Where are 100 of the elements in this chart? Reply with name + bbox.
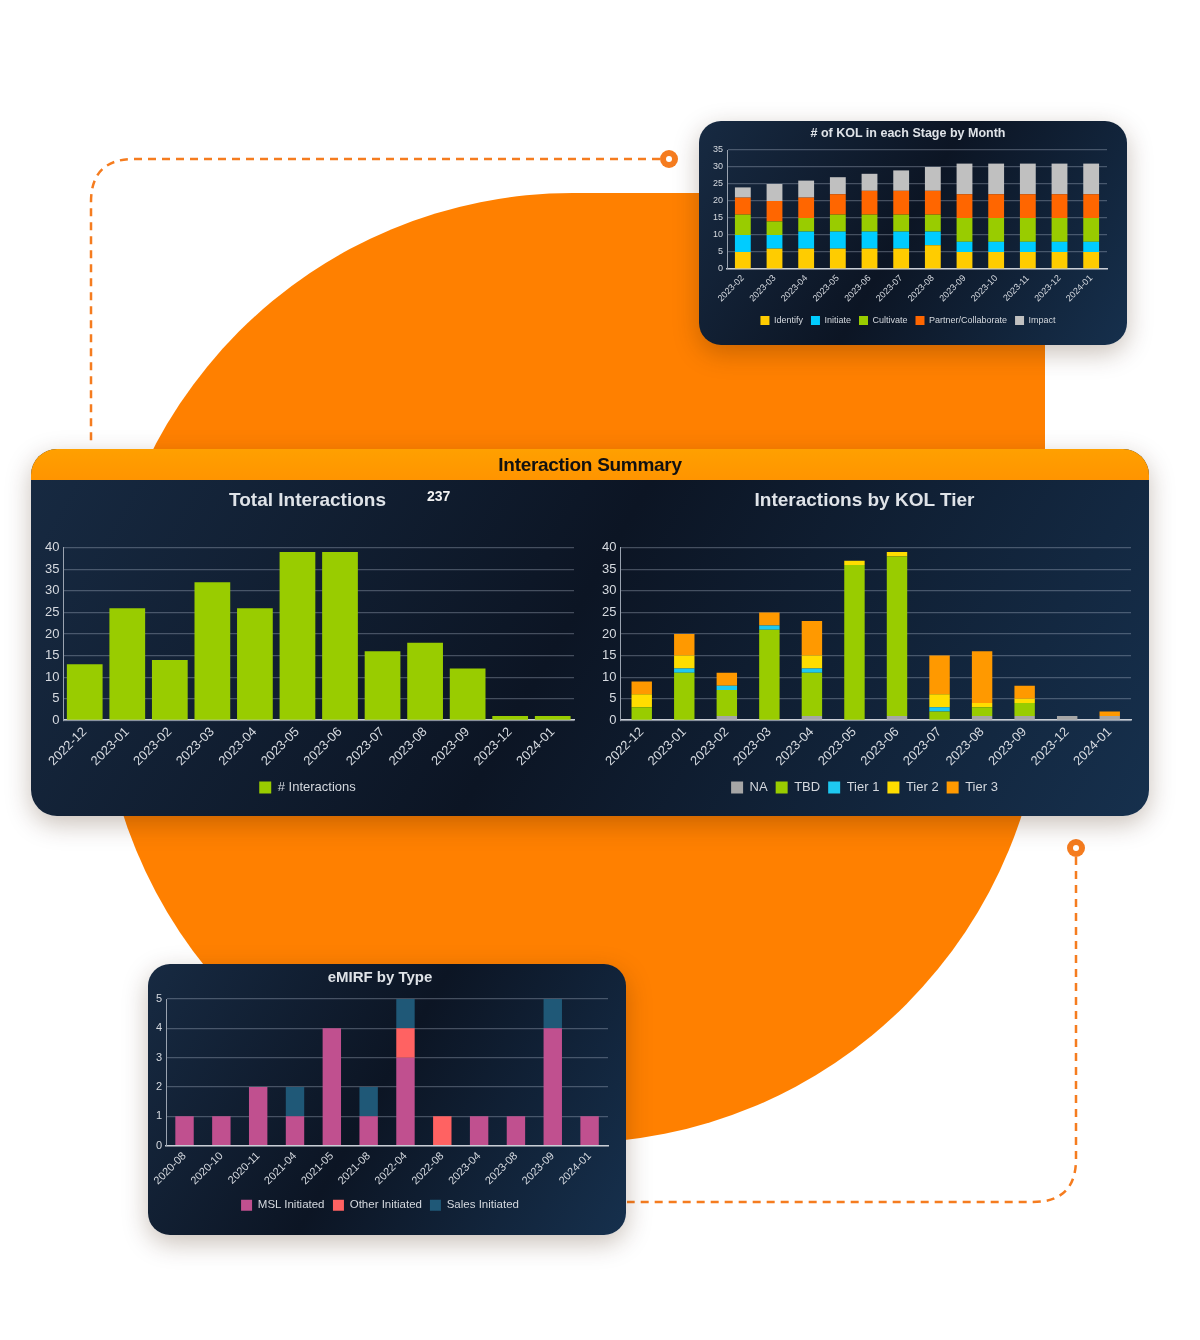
bar bbox=[971, 707, 993, 716]
y-tick-label: 0 bbox=[52, 711, 60, 727]
bar bbox=[580, 1116, 599, 1146]
y-tick-label: 2 bbox=[155, 1080, 163, 1092]
y-tick-label: 5 bbox=[52, 690, 60, 706]
bar bbox=[674, 672, 695, 720]
bar bbox=[861, 248, 878, 269]
bar bbox=[844, 565, 865, 720]
y-tick-label: 5 bbox=[155, 992, 163, 1005]
bar bbox=[1051, 218, 1068, 242]
bar bbox=[1099, 715, 1120, 720]
legend-label: Other Initiated bbox=[349, 1198, 422, 1211]
bar bbox=[734, 197, 751, 215]
bar bbox=[861, 231, 878, 249]
bar bbox=[893, 248, 910, 269]
bar bbox=[988, 163, 1005, 195]
bar bbox=[759, 625, 780, 630]
legend-label: Partner/Collaborate bbox=[929, 314, 1008, 325]
bar bbox=[1019, 241, 1036, 253]
y-tick-label: 15 bbox=[601, 647, 617, 663]
y-tick-label: 25 bbox=[44, 604, 60, 620]
bar bbox=[1083, 252, 1100, 269]
bar bbox=[1019, 163, 1036, 195]
y-tick-label: 5 bbox=[609, 690, 617, 706]
y-tick-label: 40 bbox=[601, 539, 617, 555]
chart-title: Interactions by KOL Tier bbox=[754, 488, 976, 510]
y-tick-label: 35 bbox=[44, 560, 60, 576]
y-tick-label: 10 bbox=[713, 229, 724, 240]
bar bbox=[886, 552, 908, 557]
y-tick-label: 30 bbox=[44, 582, 60, 598]
bar bbox=[829, 248, 846, 269]
bar bbox=[449, 668, 486, 720]
y-tick-label: 0 bbox=[609, 711, 617, 727]
y-tick-label: 10 bbox=[601, 668, 617, 684]
bar bbox=[506, 1116, 526, 1146]
bar bbox=[1019, 194, 1036, 219]
bar bbox=[543, 999, 562, 1029]
y-tick-label: 4 bbox=[155, 1021, 163, 1034]
y-tick-label: 30 bbox=[601, 582, 617, 598]
legend-label: # Interactions bbox=[277, 779, 357, 795]
bar bbox=[396, 1028, 415, 1058]
bar bbox=[359, 1116, 378, 1146]
bar bbox=[1014, 685, 1035, 699]
bar bbox=[237, 608, 273, 720]
bar bbox=[1083, 218, 1100, 242]
bar bbox=[1099, 711, 1120, 716]
bar bbox=[1051, 163, 1068, 195]
bar bbox=[248, 1086, 268, 1146]
bar bbox=[674, 668, 695, 673]
bar bbox=[716, 672, 738, 686]
bar bbox=[407, 642, 443, 720]
text: Interaction Summary bbox=[498, 453, 682, 476]
bar bbox=[766, 248, 783, 269]
bar bbox=[829, 214, 846, 232]
bar bbox=[631, 681, 652, 695]
legend-label: MSL Initiated bbox=[257, 1198, 325, 1211]
bar bbox=[396, 1057, 415, 1146]
bar bbox=[924, 231, 941, 246]
bar bbox=[956, 241, 973, 253]
bar bbox=[364, 651, 401, 720]
bar bbox=[893, 214, 910, 232]
bar bbox=[924, 190, 941, 215]
bar bbox=[1014, 702, 1035, 716]
bar bbox=[886, 715, 908, 720]
bar bbox=[886, 556, 908, 716]
bar bbox=[861, 214, 878, 232]
bar bbox=[798, 248, 815, 269]
bar bbox=[929, 655, 950, 695]
bar bbox=[716, 715, 738, 720]
bar bbox=[1014, 715, 1035, 720]
y-tick-label: 40 bbox=[44, 539, 60, 555]
y-tick-label: 15 bbox=[713, 212, 724, 223]
bar bbox=[798, 197, 815, 219]
bar bbox=[1051, 241, 1068, 253]
bar bbox=[956, 252, 973, 269]
y-tick-label: 25 bbox=[601, 604, 617, 620]
bar bbox=[359, 1086, 378, 1117]
bar bbox=[66, 664, 103, 720]
bar bbox=[534, 715, 571, 720]
chart-title: # of KOL in each Stage by Month bbox=[810, 125, 1006, 140]
bar bbox=[543, 1028, 562, 1146]
bar bbox=[829, 194, 846, 215]
bar bbox=[1019, 218, 1036, 242]
bar bbox=[801, 672, 823, 716]
y-tick-label: 3 bbox=[155, 1050, 163, 1063]
bar bbox=[1019, 252, 1036, 269]
bar bbox=[1083, 241, 1100, 253]
bar bbox=[801, 655, 823, 669]
legend-label: Sales Initiated bbox=[446, 1198, 519, 1211]
y-tick-label: 35 bbox=[601, 560, 617, 576]
y-tick-label: 35 bbox=[713, 144, 724, 155]
bar bbox=[1051, 194, 1068, 219]
bar bbox=[322, 552, 358, 720]
bar bbox=[285, 1086, 305, 1117]
bar bbox=[109, 608, 146, 720]
bar bbox=[212, 1116, 231, 1146]
bar bbox=[988, 241, 1005, 253]
y-tick-label: 1 bbox=[155, 1109, 163, 1122]
bar bbox=[631, 707, 652, 720]
legend-label: Tier 2 bbox=[905, 779, 939, 795]
